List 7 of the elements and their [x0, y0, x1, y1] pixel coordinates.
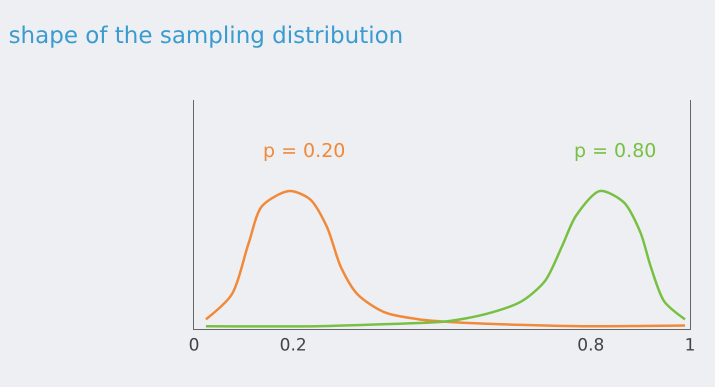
x-tick-label: 0.2 — [280, 335, 307, 356]
x-tick-label: 1 — [684, 335, 696, 356]
text: p = 0.80 — [574, 140, 656, 162]
chart-title: shape of the sampling distribution — [8, 23, 404, 50]
series-label: p = 0.20 — [263, 140, 346, 162]
x-tick-label: 0.8 — [577, 335, 604, 356]
x-tick-label: 0 — [188, 335, 200, 356]
